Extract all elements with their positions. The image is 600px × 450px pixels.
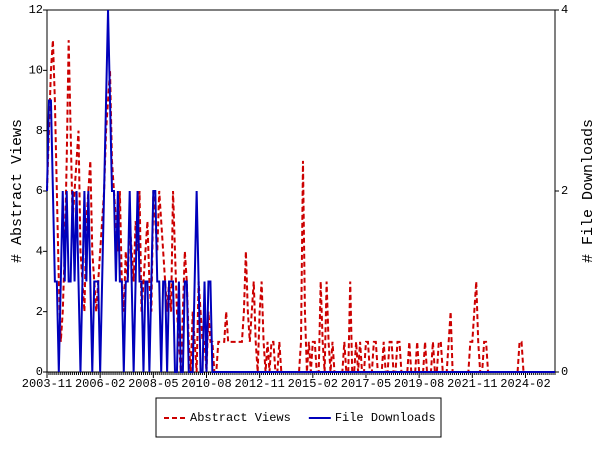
- legend-label: Abstract Views: [190, 411, 291, 425]
- x-tick-label: 2006-02: [75, 377, 125, 391]
- x-tick-label: 2021-11: [447, 377, 497, 391]
- x-tick-label: 2024-02: [500, 377, 550, 391]
- y-tick-label: 2: [36, 305, 43, 319]
- y-tick-label: 8: [36, 124, 43, 138]
- legend-label: File Downloads: [335, 411, 436, 425]
- y-tick-label: 10: [29, 64, 43, 78]
- x-tick-label: 2015-02: [288, 377, 338, 391]
- y-axis-title: # Abstract Views: [9, 119, 26, 263]
- legend-box: [155, 397, 442, 438]
- y2-tick-label: 2: [561, 184, 568, 198]
- x-tick-label: 2008-05: [128, 377, 178, 391]
- y2-tick-label: 0: [561, 365, 568, 379]
- x-tick-label: 2010-08: [181, 377, 231, 391]
- y2-tick-label: 4: [561, 3, 568, 17]
- x-tick-label: 2017-05: [341, 377, 391, 391]
- y-tick-label: 6: [36, 184, 43, 198]
- x-tick-label: 2012-11: [234, 377, 284, 391]
- x-tick-label: 2019-08: [394, 377, 444, 391]
- y-tick-label: 12: [29, 3, 43, 17]
- y-tick-label: 4: [36, 245, 43, 259]
- x-tick-label: 2003-11: [22, 377, 72, 391]
- y-tick-label: 0: [36, 365, 43, 379]
- series-line: [46, 40, 555, 373]
- series-line: [46, 9, 555, 373]
- y2-axis-title: # File Downloads: [580, 119, 597, 263]
